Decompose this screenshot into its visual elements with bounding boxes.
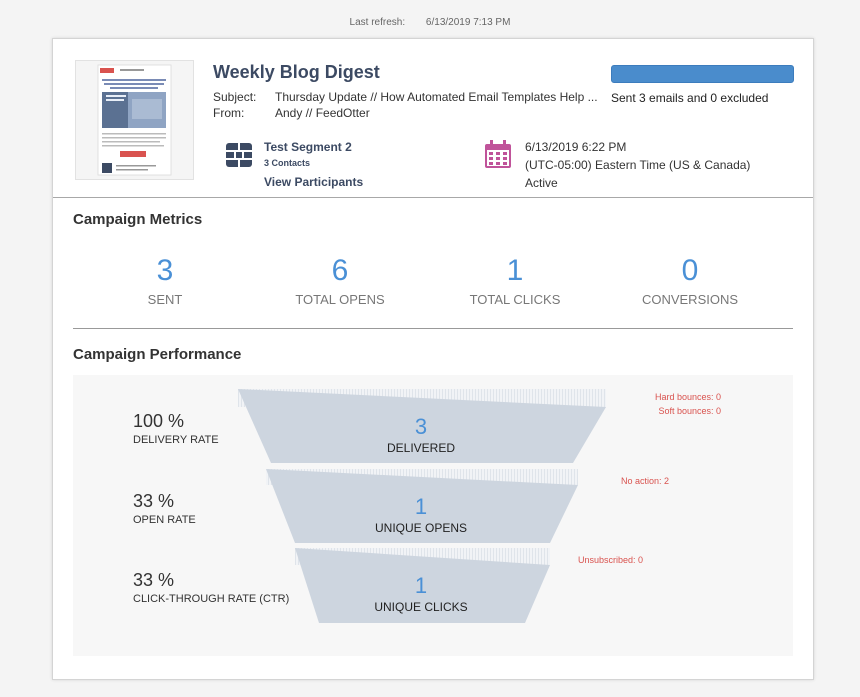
metric-conversions: 0 CONVERSIONS [610, 254, 770, 307]
email-preview-thumbnail[interactable] [75, 60, 194, 180]
campaign-card: Weekly Blog Digest Subject: Thursday Upda… [52, 38, 814, 680]
funnel-label: DELIVERED [386, 441, 456, 455]
rate-percent: 33 % [133, 491, 175, 511]
schedule-date: 6/13/2019 6:22 PM [525, 140, 627, 154]
metric-label: CONVERSIONS [641, 292, 739, 307]
schedule-timezone: (UTC-05:00) Eastern Time (US & Canada) [525, 158, 751, 172]
click-through-rate: 33 % CLICK-THROUGH RATE (CTR) [133, 570, 289, 605]
metric-value: 0 [681, 254, 699, 287]
metric-label: SENT [147, 292, 183, 307]
metric-label: TOTAL OPENS [295, 292, 385, 307]
funnel-value: 3 [414, 414, 428, 439]
funnel-value: 1 [414, 494, 428, 519]
metric-label: TOTAL CLICKS [469, 292, 561, 307]
subject-value: Thursday Update // How Automated Email T… [275, 90, 598, 104]
send-status-text: Sent 3 emails and 0 excluded [611, 91, 769, 105]
funnel-unique-opens: 1 UNIQUE OPENS [341, 494, 501, 536]
rate-label: DELIVERY RATE [133, 434, 219, 446]
rate-percent: 33 % [133, 570, 175, 590]
metric-sent: 3 SENT [85, 254, 245, 307]
from-row: From: Andy // FeedOtter [213, 106, 370, 120]
subject-label: Subject: [213, 90, 257, 104]
rate-label: OPEN RATE [133, 514, 196, 526]
unsubscribed: Unsubscribed: 0 [577, 555, 643, 565]
schedule-status: Active [525, 176, 558, 190]
subject-row: Subject: Thursday Update // How Automated… [213, 90, 598, 104]
last-refresh-value: 6/13/2019 7:13 PM [425, 17, 511, 28]
email-preview-image [76, 61, 193, 179]
metric-value: 6 [331, 254, 349, 287]
view-participants-link[interactable]: View Participants [264, 175, 364, 189]
segment-name: Test Segment 2 [264, 140, 352, 154]
funnel-unique-clicks: 1 UNIQUE CLICKS [341, 573, 501, 615]
soft-bounces: Soft bounces: 0 [658, 406, 721, 416]
from-label: From: [213, 106, 245, 120]
funnel-graphic [238, 389, 606, 623]
funnel-stage-delivered [238, 389, 606, 463]
delivery-rate: 100 % DELIVERY RATE [133, 411, 219, 446]
performance-funnel-panel: 100 % DELIVERY RATE 33 % OPEN RATE 33 % … [73, 375, 793, 656]
segment-icon [226, 143, 252, 172]
metric-value: 3 [156, 254, 174, 287]
calendar-icon [485, 140, 511, 173]
metric-total-clicks: 1 TOTAL CLICKS [435, 254, 595, 307]
send-progress-bar [611, 65, 794, 83]
segment-contacts-count: 3 Contacts [264, 158, 311, 168]
funnel-label: UNIQUE OPENS [374, 521, 467, 535]
open-rate: 33 % OPEN RATE [133, 491, 196, 526]
funnel-delivered: 3 DELIVERED [341, 414, 501, 456]
campaign-title: Weekly Blog Digest [213, 62, 380, 82]
funnel-stage-clicks [295, 548, 550, 623]
hard-bounces: Hard bounces: 0 [654, 392, 721, 402]
no-action: No action: 2 [620, 476, 669, 486]
last-refresh-label: Last refresh: [349, 17, 406, 28]
rate-percent: 100 % [133, 411, 185, 431]
funnel-label: UNIQUE CLICKS [374, 600, 468, 614]
metric-value: 1 [506, 254, 524, 287]
metrics-divider [73, 328, 793, 329]
rate-label: CLICK-THROUGH RATE (CTR) [133, 593, 290, 605]
metrics-heading: Campaign Metrics [73, 211, 203, 228]
metric-total-opens: 6 TOTAL OPENS [260, 254, 420, 307]
performance-heading: Campaign Performance [73, 346, 242, 363]
funnel-value: 1 [414, 573, 428, 598]
funnel-stage-opens [266, 469, 578, 543]
header-divider [53, 197, 813, 198]
last-refresh: Last refresh: 6/13/2019 7:13 PM [0, 17, 860, 28]
from-value: Andy // FeedOtter [275, 106, 370, 120]
